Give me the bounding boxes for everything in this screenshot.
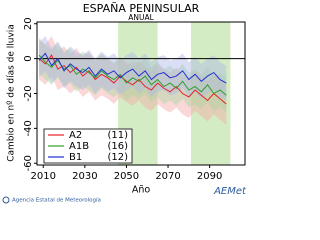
y-tick-label: -60 <box>23 155 34 171</box>
y-axis-label: Cambio en nº de días de lluvia <box>7 24 17 162</box>
legend-count: (11) <box>107 130 128 141</box>
x-tick-label: 2070 <box>155 171 180 182</box>
spread-band <box>39 37 227 113</box>
chart-title: ESPAÑA PENINSULAR <box>83 2 200 15</box>
logo: AEMet <box>213 186 247 197</box>
series-line <box>38 54 227 96</box>
source-text: Agencia Estatal de Meteorología <box>12 197 101 204</box>
legend-label: A2 <box>69 130 82 141</box>
source-icon <box>2 196 10 204</box>
legend-label: A1B <box>69 141 89 152</box>
x-tick-label: 2090 <box>197 171 222 182</box>
x-tick-label: 2030 <box>72 171 97 182</box>
legend-count: (16) <box>107 141 128 152</box>
series-line <box>38 54 227 105</box>
x-tick-label: 2050 <box>114 171 139 182</box>
chart: ESPAÑA PENINSULAR ANUAL Cambio en nº de … <box>2 2 247 204</box>
plot-area <box>37 22 245 165</box>
legend-label: B1 <box>69 152 82 163</box>
y-tick-label: 20 <box>23 17 34 30</box>
y-tick-label: -40 <box>23 120 34 136</box>
legend-count: (12) <box>107 152 128 163</box>
x-tick-label: 2010 <box>31 171 56 182</box>
series-line <box>38 52 227 84</box>
y-tick-label: -20 <box>23 85 34 101</box>
y-tick-label: 0 <box>23 55 34 61</box>
chart-subtitle: ANUAL <box>128 13 154 22</box>
x-axis-label: Año <box>132 185 151 196</box>
